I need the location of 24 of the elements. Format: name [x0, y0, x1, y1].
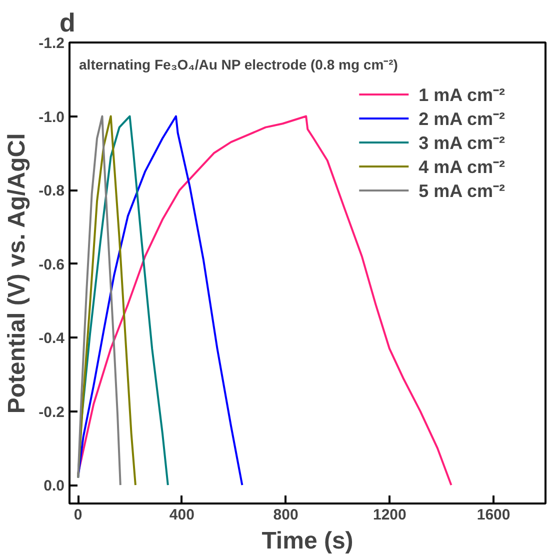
y-tick-label: -0.2	[38, 404, 65, 421]
legend-label: 5 mA cm⁻²	[418, 180, 505, 202]
line-series	[77, 115, 122, 486]
y-tick-label: -0.4	[38, 330, 66, 348]
legend-label: 3 mA cm⁻²	[418, 132, 505, 154]
legend-label: 1 mA cm⁻²	[418, 84, 505, 106]
x-tick-label: 400	[169, 506, 194, 524]
y-tick-label: -0.6	[38, 256, 65, 274]
y-tick-label: -1.2	[38, 35, 65, 52]
x-tick-label: 800	[273, 506, 298, 524]
y-tick-label: -0.8	[38, 182, 65, 200]
y-tick-label: 0.0	[44, 478, 65, 495]
y-tick-label: -1.0	[38, 108, 65, 126]
text: alternating Fe₃O₄/Au NP electrode (0.8 mg cm⁻²)	[79, 56, 398, 72]
legend-label: 4 mA cm⁻²	[418, 156, 505, 178]
y-axis-title: Potential (V) vs. Ag/AgCl	[4, 133, 31, 414]
legend-label: 2 mA cm⁻²	[418, 108, 505, 130]
text: d	[60, 8, 76, 38]
x-tick-label: 1200	[373, 506, 406, 524]
x-axis-title: Time (s)	[262, 528, 354, 554]
line-series	[77, 115, 136, 486]
x-tick-label: 1600	[476, 506, 510, 524]
x-tick-label: 0	[74, 506, 82, 524]
line-series	[77, 115, 244, 486]
